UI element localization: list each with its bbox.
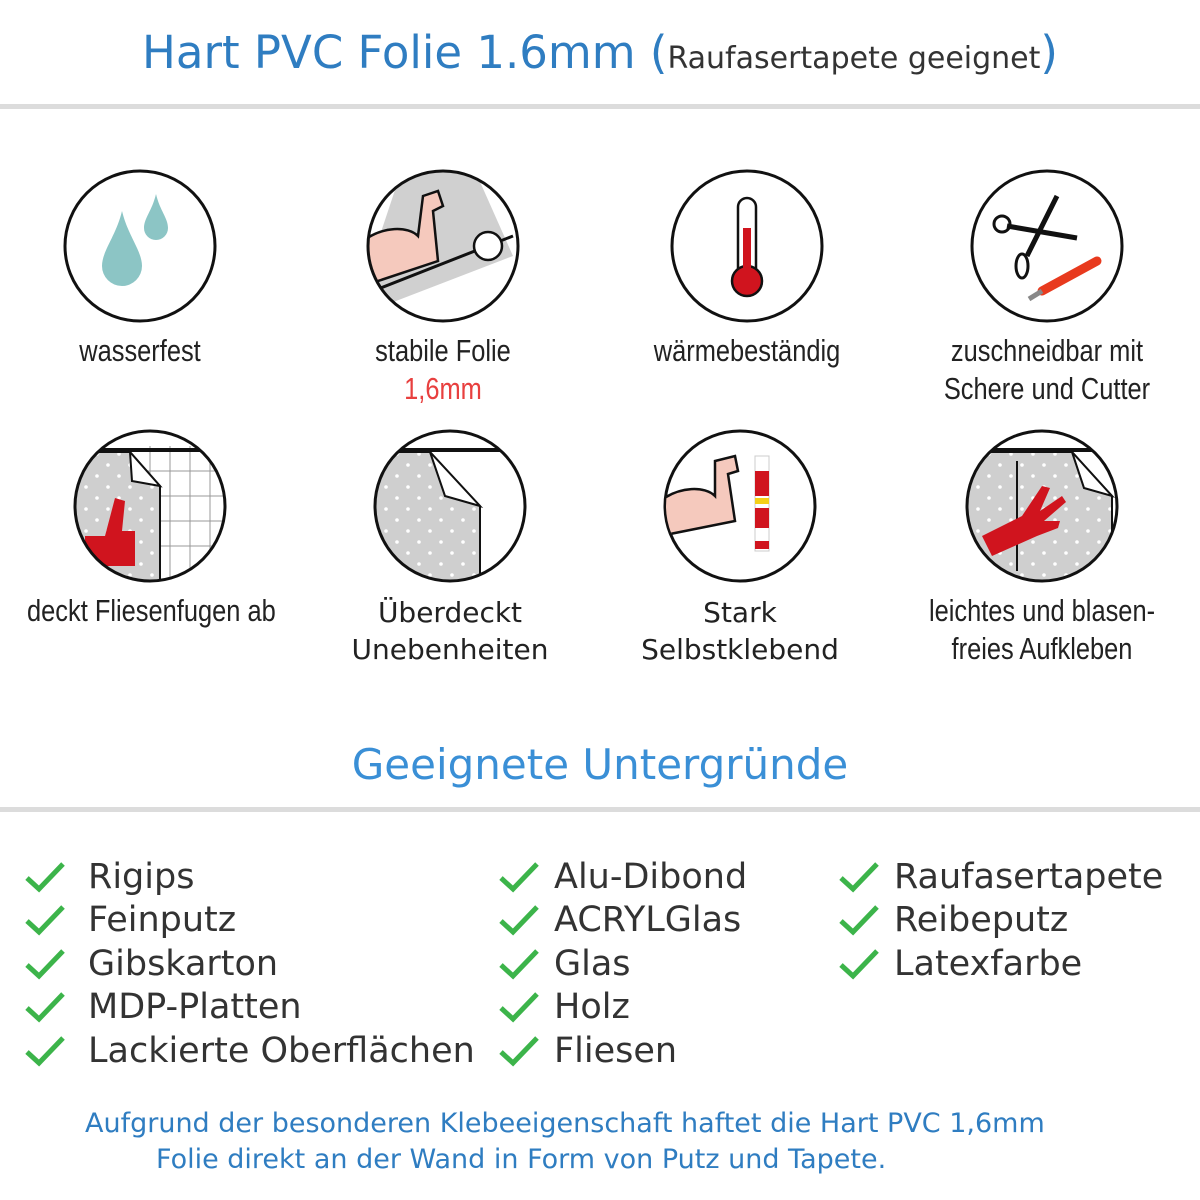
list-item: Feinputz (24, 899, 475, 943)
check-icon (25, 1036, 65, 1067)
item-label: ACRYLGlas (554, 900, 742, 941)
feature-label: Unebenheiten (351, 633, 549, 666)
foil-peel-icon (373, 429, 527, 583)
check-icon (25, 862, 65, 893)
divider (0, 104, 1200, 109)
feature-label: zuschneidbar mit (950, 333, 1144, 368)
footer-line-2: Folie direkt an der Wand in Form von Put… (156, 1144, 887, 1175)
item-label: Gibskarton (88, 943, 279, 984)
scissors-cutter-icon (970, 169, 1124, 323)
check-icon (499, 862, 539, 893)
list-item: Alu-Dibond (498, 855, 747, 899)
paren-open: ( (649, 26, 668, 79)
check-icon (499, 992, 539, 1023)
item-label: Glas (554, 943, 631, 984)
arm-glue-icon (663, 429, 817, 583)
thumbs-up-tiles-icon (73, 429, 227, 583)
check-icon (25, 905, 65, 936)
feature-label: wasserfest (79, 333, 201, 368)
list-item: Holz (498, 986, 747, 1030)
list-item: Latexfarbe (838, 942, 1163, 986)
footer-note: Aufgrund der besonderen Klebeeigenschaft… (0, 1106, 1200, 1178)
feature-covers-unevenness: Überdeckt Unebenheiten (300, 426, 600, 668)
list-item: Reibeputz (838, 899, 1163, 943)
feature-label: Stark (703, 596, 777, 629)
list-item: Fliesen (498, 1029, 747, 1073)
item-label: Fliesen (554, 1030, 678, 1071)
list-item: Lackierte Oberflächen (24, 1029, 475, 1073)
surface-list-1: Rigips Feinputz Gibskarton MDP-Platten L… (24, 855, 475, 1073)
section-title: Geeignete Untergründe (351, 740, 849, 789)
footer-line-1: Aufgrund der besonderen Klebeeigenschaft… (85, 1108, 1045, 1139)
check-icon (839, 905, 879, 936)
feature-strong-adhesive: Stark Selbstklebend (590, 426, 890, 668)
item-label: Latexfarbe (894, 943, 1083, 984)
feature-label: deckt Fliesenfugen ab (27, 593, 276, 628)
item-label: MDP-Platten (88, 987, 302, 1028)
water-drops-icon (63, 169, 217, 323)
strong-arm-foil-roll-icon (366, 169, 520, 323)
list-item: Glas (498, 942, 747, 986)
check-icon (839, 862, 879, 893)
list-item: Gibskarton (24, 942, 475, 986)
thermometer-icon (670, 169, 824, 323)
check-icon (499, 905, 539, 936)
feature-label: Selbstklebend (641, 633, 839, 666)
feature-label: Überdeckt (377, 596, 523, 629)
check-icon (499, 949, 539, 980)
surface-list-3: Raufasertapete Reibeputz Latexfarbe (838, 855, 1163, 986)
thickness-highlight: 1,6mm (404, 371, 482, 406)
feature-heat-resistant: wärmebeständig (597, 166, 897, 370)
feature-cuttable: zuschneidbar mit Schere und Cutter (897, 166, 1197, 408)
item-label: Feinputz (88, 900, 237, 941)
feature-label: wärmebeständig (653, 333, 841, 368)
title-subtitle: Raufasertapete geeignet (667, 41, 1041, 76)
feature-label: stabile Folie (375, 333, 511, 368)
feature-covers-tile-joints: deckt Fliesenfugen ab (0, 426, 300, 630)
surface-list-2: Alu-Dibond ACRYLGlas Glas Holz Fliesen (498, 855, 747, 1073)
item-label: Rigips (88, 856, 195, 897)
list-item: Raufasertapete (838, 855, 1163, 899)
check-icon (499, 1036, 539, 1067)
feature-stable-foil: stabile Folie 1,6mm (293, 166, 593, 408)
feature-waterproof: wasserfest (0, 166, 290, 370)
check-icon (839, 949, 879, 980)
feature-label: leichtes und blasen- (928, 593, 1156, 628)
feature-label: freies Aufkleben (951, 631, 1133, 666)
item-label: Lackierte Oberflächen (88, 1030, 475, 1071)
list-item: MDP-Platten (24, 986, 475, 1030)
item-label: Raufasertapete (894, 856, 1164, 897)
title-main: Hart PVC Folie 1.6mm (142, 26, 636, 79)
divider (0, 807, 1200, 812)
item-label: Holz (554, 987, 630, 1028)
feature-label: Schere und Cutter (943, 371, 1151, 406)
item-label: Alu-Dibond (554, 856, 748, 897)
feature-bubble-free: leichtes und blasen- freies Aufkleben (892, 426, 1192, 668)
list-item: ACRYLGlas (498, 899, 747, 943)
list-item: Rigips (24, 855, 475, 899)
hand-smooth-icon (965, 429, 1119, 583)
item-label: Reibeputz (894, 900, 1069, 941)
check-icon (25, 949, 65, 980)
page-title: Hart PVC Folie 1.6mm (Raufasertapete gee… (0, 26, 1200, 79)
paren-close: ) (1040, 26, 1058, 79)
check-icon (25, 992, 65, 1023)
